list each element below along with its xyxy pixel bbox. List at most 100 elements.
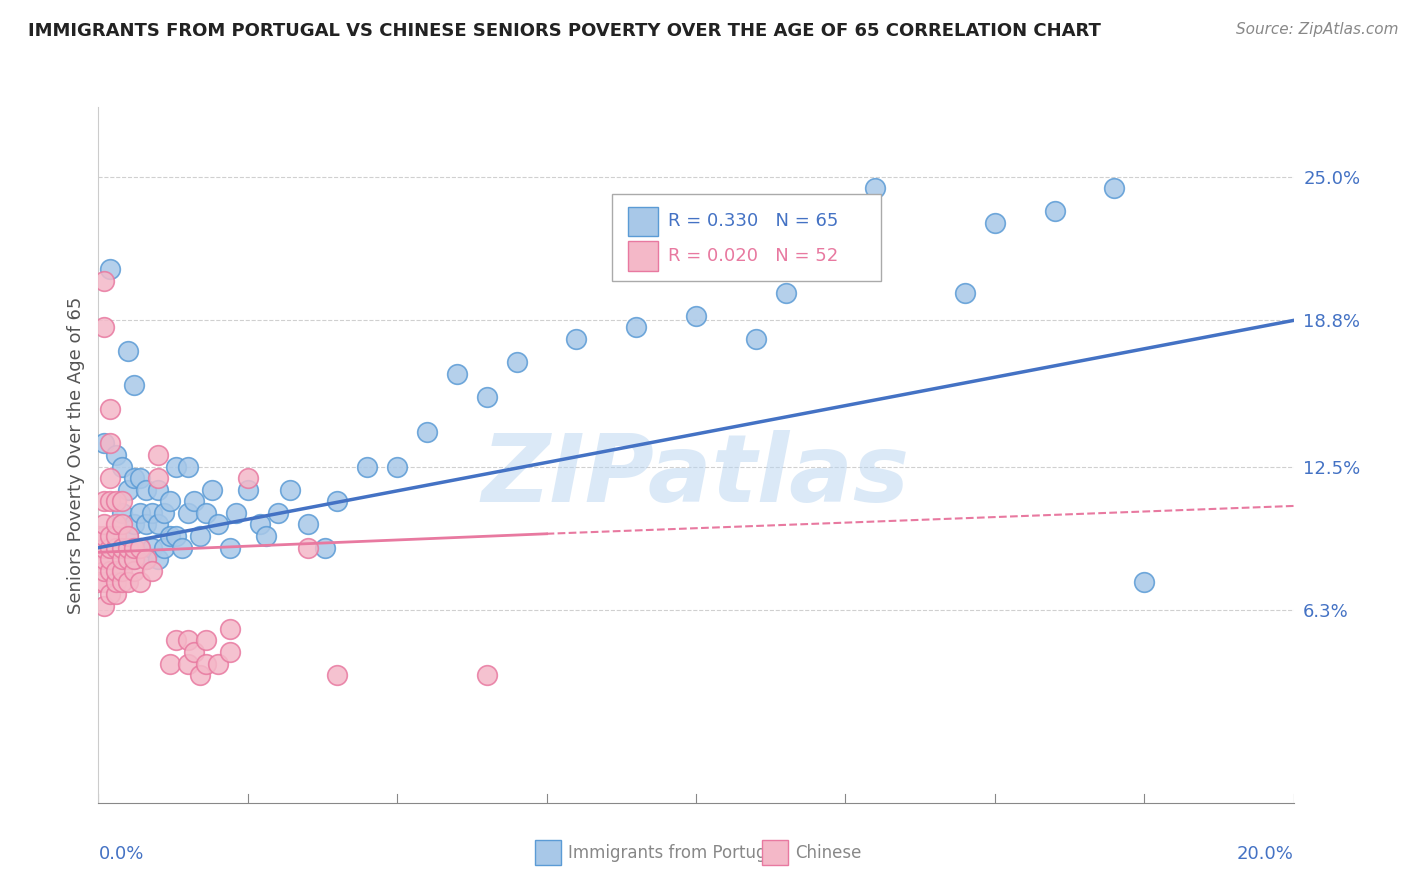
Point <box>105 541 128 555</box>
Text: R = 0.330   N = 65: R = 0.330 N = 65 <box>668 212 839 230</box>
Point <box>111 494 134 508</box>
Point <box>745 332 768 346</box>
Point <box>475 668 498 682</box>
Point <box>124 378 146 392</box>
Point <box>159 657 181 671</box>
Point <box>93 564 115 578</box>
Point <box>177 506 200 520</box>
Point <box>416 425 439 439</box>
Point <box>207 657 229 671</box>
Point <box>117 552 139 566</box>
Point <box>100 552 122 566</box>
Point <box>87 552 110 566</box>
Point <box>159 529 181 543</box>
Point <box>177 633 200 648</box>
Point <box>195 657 218 671</box>
Point <box>111 459 134 474</box>
Point <box>100 494 122 508</box>
Point <box>135 552 157 566</box>
Text: ZIPatlas: ZIPatlas <box>482 430 910 522</box>
Point <box>100 471 122 485</box>
Y-axis label: Seniors Poverty Over the Age of 65: Seniors Poverty Over the Age of 65 <box>66 296 84 614</box>
Point <box>201 483 224 497</box>
Point <box>385 459 409 474</box>
Point <box>111 541 134 555</box>
Point <box>195 633 218 648</box>
Point <box>117 575 139 590</box>
Point <box>93 575 115 590</box>
Point <box>135 483 157 497</box>
Point <box>177 657 200 671</box>
Text: Chinese: Chinese <box>796 844 862 862</box>
Point <box>326 668 349 682</box>
Point <box>105 517 128 532</box>
Point <box>100 436 122 450</box>
Point <box>105 448 128 462</box>
Text: 20.0%: 20.0% <box>1237 845 1294 863</box>
Text: Immigrants from Portugal: Immigrants from Portugal <box>568 844 782 862</box>
Point <box>105 529 128 543</box>
Point <box>100 401 122 416</box>
Point <box>141 564 163 578</box>
Point <box>254 529 277 543</box>
Point <box>159 494 181 508</box>
Point <box>315 541 337 555</box>
Point <box>506 355 529 369</box>
Point <box>1043 204 1066 219</box>
Point <box>105 575 128 590</box>
Point <box>100 529 122 543</box>
Point <box>100 541 122 555</box>
Point <box>111 552 134 566</box>
Text: IMMIGRANTS FROM PORTUGAL VS CHINESE SENIORS POVERTY OVER THE AGE OF 65 CORRELATI: IMMIGRANTS FROM PORTUGAL VS CHINESE SENI… <box>28 22 1101 40</box>
Point <box>87 529 110 543</box>
FancyBboxPatch shape <box>628 242 658 270</box>
Point <box>93 320 115 334</box>
Point <box>195 506 218 520</box>
Point <box>124 552 146 566</box>
Point <box>117 529 139 543</box>
Point <box>165 529 187 543</box>
Point <box>148 483 170 497</box>
Point <box>804 239 827 253</box>
Point <box>93 517 115 532</box>
Point <box>93 274 115 288</box>
Point <box>124 564 146 578</box>
Point <box>188 529 211 543</box>
Point <box>100 564 122 578</box>
Point <box>117 343 139 358</box>
Point <box>953 285 976 300</box>
Point <box>236 483 259 497</box>
Text: 0.0%: 0.0% <box>98 845 143 863</box>
Point <box>93 599 115 613</box>
Point <box>297 541 319 555</box>
Point <box>219 622 242 636</box>
Point <box>93 436 115 450</box>
Point <box>475 390 498 404</box>
Point <box>135 517 157 532</box>
Point <box>135 552 157 566</box>
Point <box>124 541 146 555</box>
Point <box>129 541 152 555</box>
Point <box>93 529 115 543</box>
Point <box>105 564 128 578</box>
Point <box>117 529 139 543</box>
Point <box>165 459 187 474</box>
Point <box>225 506 247 520</box>
Point <box>177 459 200 474</box>
FancyBboxPatch shape <box>762 840 787 865</box>
FancyBboxPatch shape <box>534 840 561 865</box>
Point <box>124 552 146 566</box>
Point <box>236 471 259 485</box>
Point <box>100 587 122 601</box>
Point <box>865 181 887 195</box>
Point <box>117 541 139 555</box>
Point <box>100 262 122 277</box>
Point <box>1133 575 1156 590</box>
Point <box>93 552 115 566</box>
Text: Source: ZipAtlas.com: Source: ZipAtlas.com <box>1236 22 1399 37</box>
Point <box>207 517 229 532</box>
Point <box>153 541 176 555</box>
Point <box>141 506 163 520</box>
Point <box>129 541 152 555</box>
FancyBboxPatch shape <box>628 207 658 235</box>
